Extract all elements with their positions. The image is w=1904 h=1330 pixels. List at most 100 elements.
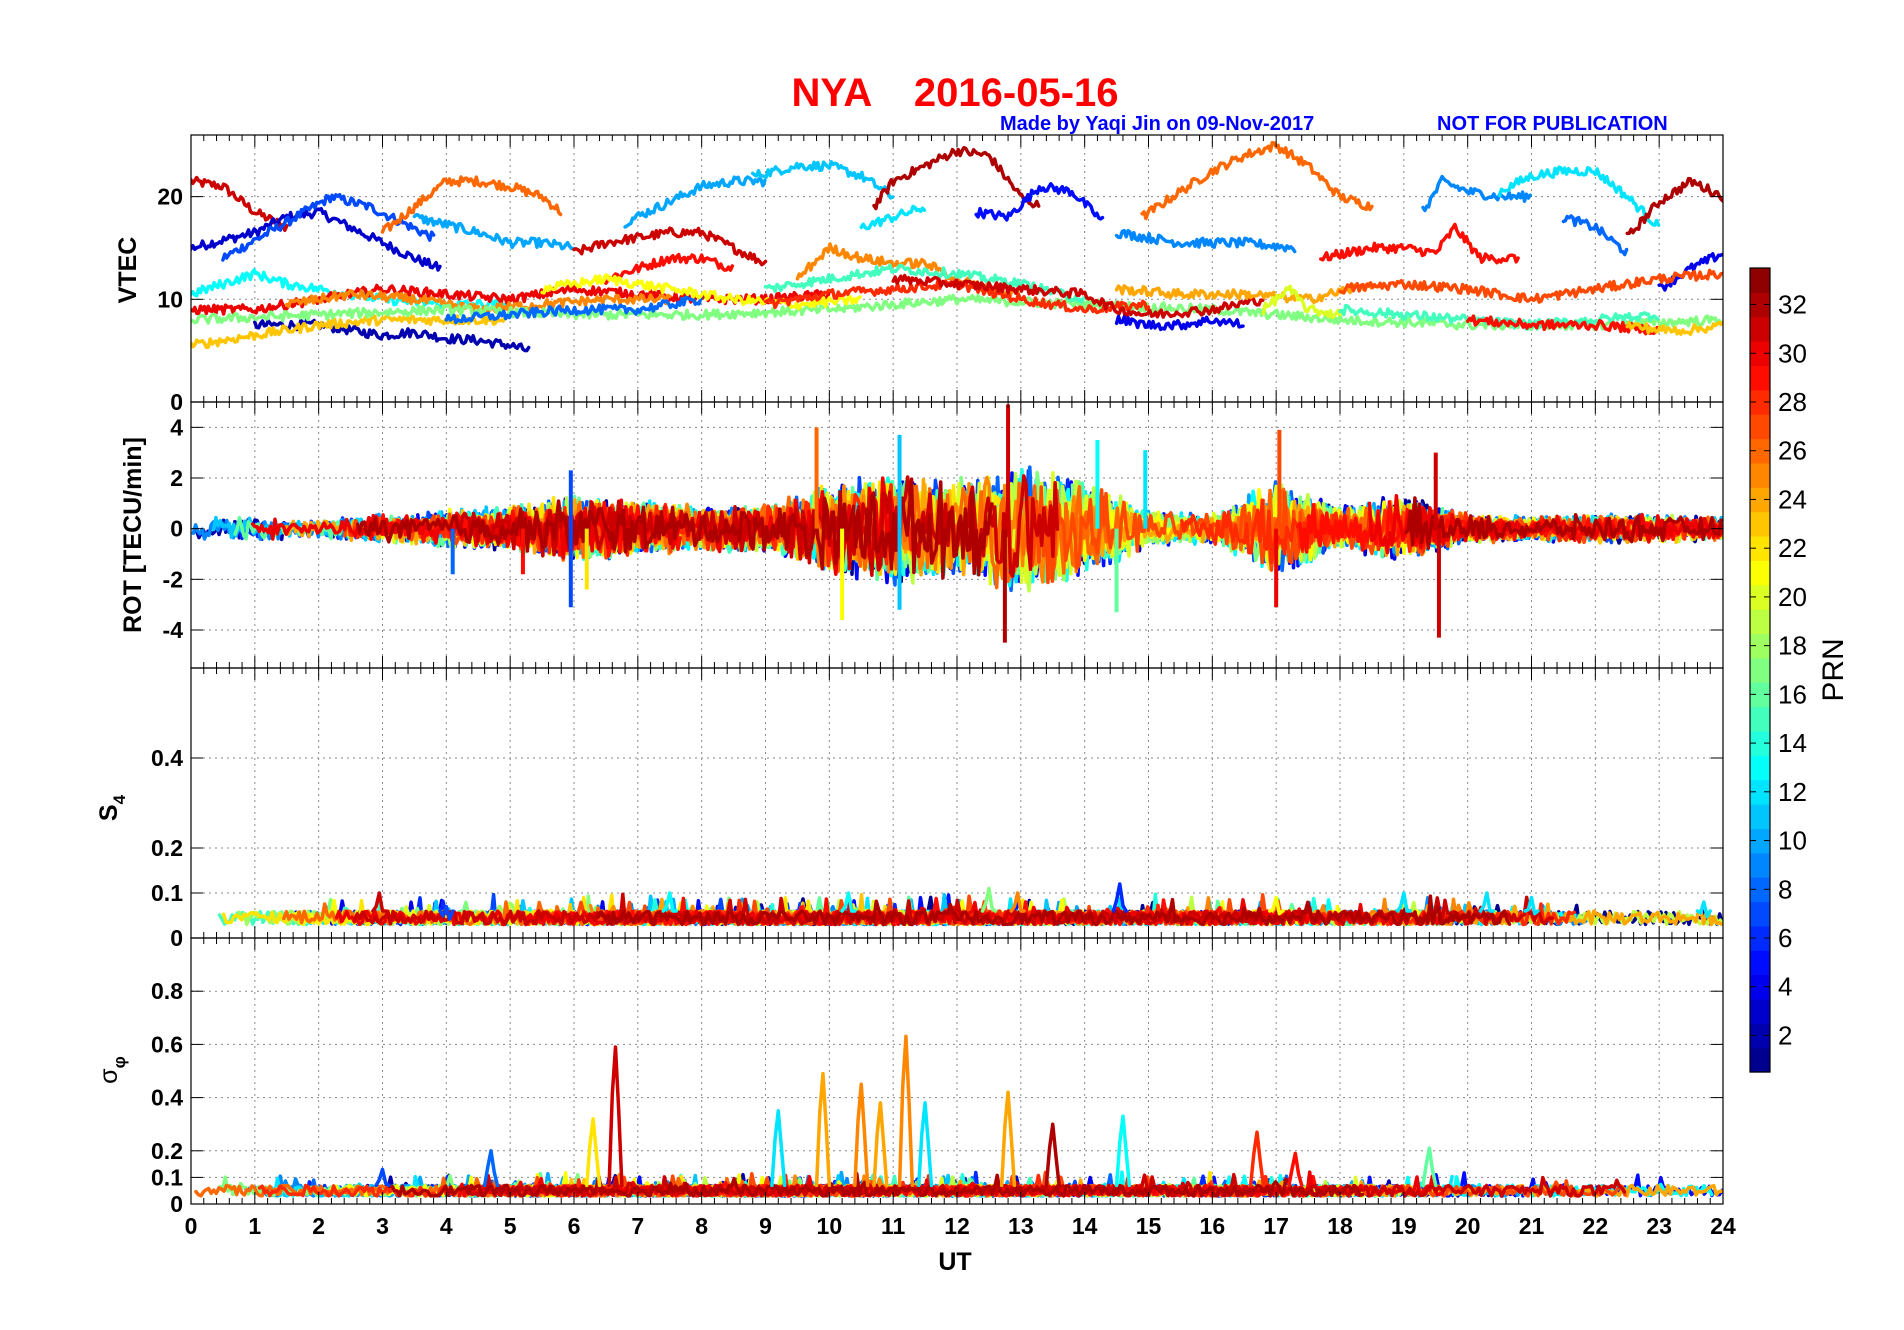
tick-marks: [190, 135, 1724, 403]
data-layer: [191, 140, 1723, 353]
vtec-series-prn-12: [859, 204, 927, 231]
vtec-ylabel: VTEC: [114, 237, 142, 304]
sigma_phi-peak-prn-31: [607, 1045, 624, 1188]
colorbar-swatch-prn-30: [1750, 341, 1770, 367]
vtec-series-prn-3: [191, 206, 442, 272]
x-tick-label: 3: [376, 1213, 389, 1239]
s4-peak-prn-6: [1111, 882, 1128, 913]
sigma_phi-series-prn-32: [387, 1171, 1365, 1198]
colorbar-tick-label: 26: [1778, 436, 1807, 466]
colorbar-swatch-prn-2: [1750, 1023, 1770, 1049]
rot-ylabel: ROT [TECU/min]: [119, 437, 147, 633]
colorbar-tick-label: 20: [1778, 582, 1807, 612]
data-layer: [191, 404, 1723, 643]
vtec-series-prn-23: [1625, 320, 1723, 337]
y-tick-label: 0: [170, 1191, 183, 1217]
s4-ylabel: S4: [95, 794, 129, 821]
vtec-series-prn-31: [191, 175, 289, 233]
s4-peak-prn-12: [1478, 891, 1495, 913]
vtec-series-prn-20: [1261, 284, 1342, 320]
vtec-series-prn-29: [604, 252, 735, 285]
x-tick-label: 14: [1072, 1213, 1098, 1239]
colorbar-swatch-prn-1: [1750, 1047, 1770, 1073]
x-tick-label: 11: [881, 1213, 906, 1239]
tick-marks: [190, 938, 1724, 1205]
credit-notice: NOT FOR PUBLICATION: [1437, 113, 1668, 135]
s4-peak-prn-12: [1695, 900, 1712, 919]
colorbar-swatch-prn-32: [1750, 292, 1770, 318]
y-tick-label: 0.4: [151, 1085, 183, 1111]
colorbar-swatch-prn-7: [1750, 901, 1770, 927]
vtec-series-prn-2: [253, 318, 531, 353]
vtec-series-prn-31: [572, 226, 768, 267]
x-tick-label: 15: [1136, 1213, 1162, 1239]
colorbar-swatch-prn-19: [1750, 609, 1770, 635]
sigma_phi-peak-prn-22: [585, 1117, 602, 1188]
vtec-series-prn-5: [974, 182, 1105, 222]
colorbar-swatch-prn-25: [1750, 462, 1770, 488]
sigma_phi-peak-prn-13: [1114, 1114, 1132, 1188]
colorbar-swatch-prn-3: [1750, 998, 1770, 1024]
y-tick-label: 4: [170, 414, 183, 440]
colorbar-swatch-prn-11: [1750, 804, 1770, 829]
x-tick-label: 8: [695, 1213, 708, 1239]
y-tick-label: 0: [170, 389, 183, 415]
vtec-series-prn-15: [1338, 303, 1660, 331]
s4-peak-prn-7: [438, 904, 455, 921]
s4-peak-prn-12: [1523, 895, 1540, 916]
sigma_phi-peak-prn-24: [872, 1101, 889, 1188]
s4-peak-prn-13: [661, 891, 678, 913]
sigma_phi-peak-prn-12: [770, 1109, 787, 1188]
sigma_phi-peak-prn-7: [374, 1167, 391, 1188]
x-tick-label: 6: [568, 1213, 581, 1239]
x-tick-label: 19: [1391, 1213, 1417, 1239]
colorbar-swatch-prn-9: [1750, 852, 1770, 878]
colorbar-frame: [1749, 267, 1771, 1073]
vtec-series-prn-29: [1319, 222, 1520, 265]
vtec-series-prn-26: [1140, 140, 1374, 221]
x-tick-label: 10: [817, 1213, 843, 1239]
x-tick-label: 20: [1455, 1213, 1481, 1239]
vtec-series-prn-8: [444, 295, 703, 325]
s4-peak-prn-21: [1268, 895, 1285, 916]
y-tick-label: 0.2: [151, 1138, 183, 1164]
colorbar-tick-label: 14: [1778, 728, 1807, 758]
tick-marks: [190, 402, 1724, 668]
y-tick-label: 2: [170, 465, 183, 491]
x-tick-label: 18: [1327, 1213, 1353, 1239]
colorbar-tick-label: 4: [1778, 972, 1792, 1002]
x-tick-label: 16: [1200, 1213, 1226, 1239]
y-tick-label: 0: [170, 925, 183, 951]
title-station: NYA: [791, 71, 871, 115]
colorbar-swatch-prn-4: [1750, 974, 1770, 1000]
data-layer: [194, 1034, 1723, 1198]
colorbar-tick-label: 6: [1778, 923, 1792, 953]
colorbar-swatch-prn-15: [1750, 706, 1770, 732]
y-tick-label: 0.6: [151, 1031, 183, 1057]
x-tick-label: 5: [504, 1213, 517, 1239]
x-tick-label: 4: [440, 1213, 453, 1239]
credit-made-by: Made by Yaqi Jin on 09-Nov-2017: [1000, 113, 1314, 135]
x-tick-label: 21: [1519, 1213, 1545, 1239]
vtec-series-prn-32: [872, 145, 1041, 211]
s4-peak-prn-31: [371, 891, 388, 913]
colorbar-swatch-prn-20: [1750, 584, 1770, 610]
sigma_phi-peak-prn-24: [814, 1071, 832, 1188]
vtec-series-prn-11: [750, 160, 895, 200]
colorbar-swatch-prn-12: [1750, 779, 1770, 805]
sigma-phi-panel: 00.10.20.40.60.80 1 2 3 4 5 6 7 8 9 10 11 12 13 14 15 16…: [151, 937, 1736, 1239]
vtec-series-prn-7: [221, 192, 436, 262]
s4-ylabel-main: S: [95, 804, 123, 821]
sigma_phi-peak-prn-32: [1044, 1122, 1061, 1188]
sigma_phi-peak-prn-8: [482, 1149, 500, 1188]
colorbar-swatch-prn-21: [1750, 560, 1770, 586]
s4-peak-prn-13: [840, 891, 857, 913]
vtec-series-prn-21: [540, 273, 862, 311]
sigma_phi-peak-prn-25: [853, 1082, 870, 1188]
colorbar-tick-label: 24: [1778, 484, 1807, 514]
colorbar-swatch-prn-8: [1750, 877, 1770, 903]
x-tick-label: 1: [248, 1213, 261, 1239]
colorbar-tick-label: 28: [1778, 387, 1807, 417]
x-tick-label: 17: [1263, 1213, 1289, 1239]
colorbar-swatch-prn-22: [1750, 536, 1770, 561]
